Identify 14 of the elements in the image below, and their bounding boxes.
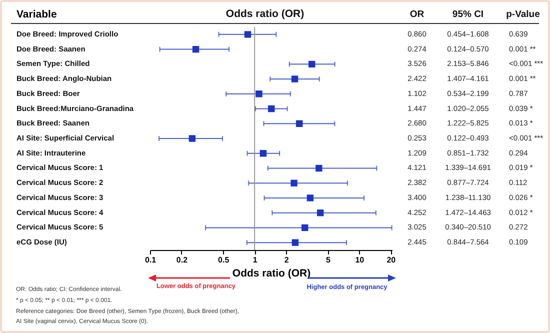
x-tick-label: 1 (252, 256, 258, 264)
x-tick-label: 0.2 (176, 256, 188, 264)
x-tick-label: 20 (386, 256, 396, 264)
text: OR (410, 9, 424, 20)
text: 95% CI (452, 9, 484, 20)
x-tick-label: 0.5 (218, 256, 230, 264)
y-axis-title: Variable (16, 8, 57, 20)
chart-title: Odds ratio (OR) (226, 8, 304, 20)
x-tick-label: 10 (355, 256, 365, 264)
x-axis-title: Odds ratio (OR) (232, 268, 311, 280)
x-tick-label: 2 (284, 256, 290, 264)
x-tick-label: 0.1 (144, 256, 157, 264)
text: p-Value (506, 9, 540, 20)
x-tick-label: 5 (326, 256, 331, 264)
